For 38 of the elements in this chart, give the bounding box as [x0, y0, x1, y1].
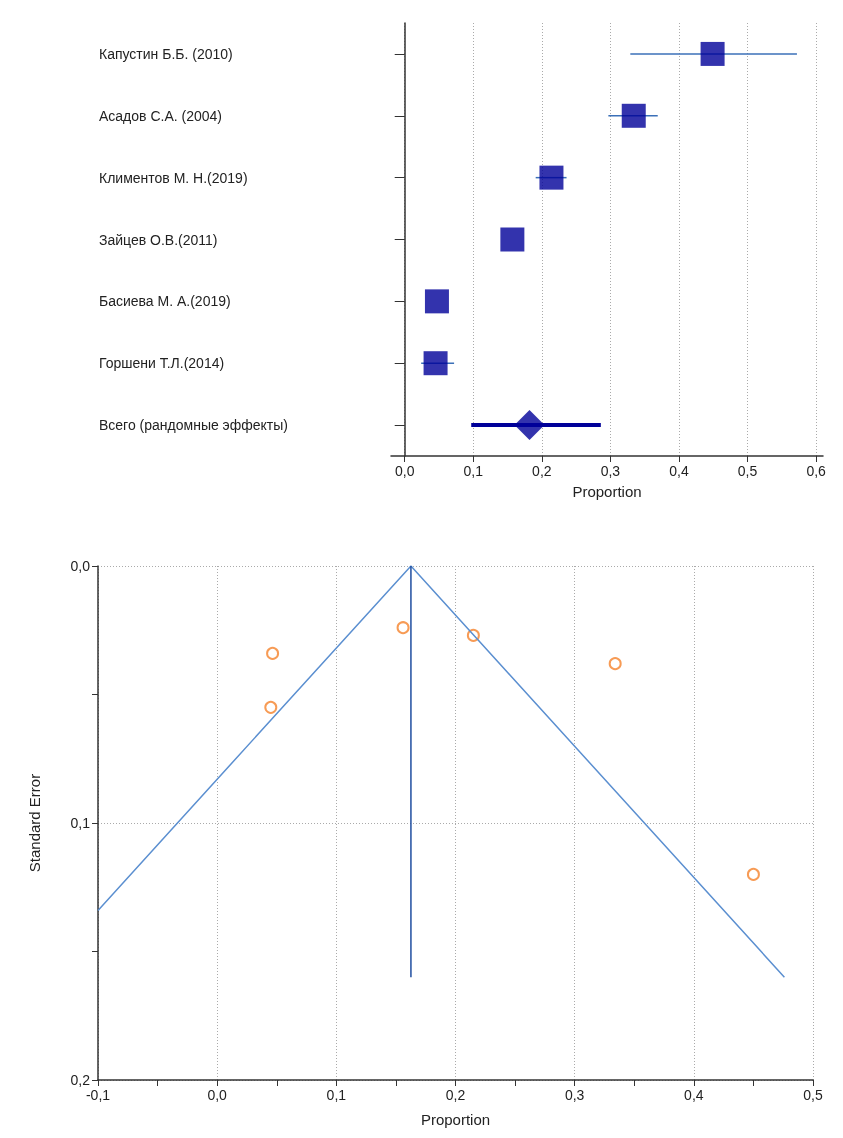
point: [500, 227, 525, 252]
point: [539, 165, 564, 190]
y-axis-title: Standard Error: [26, 773, 43, 873]
y-tick-label: Асадов С.А. (2004): [99, 107, 222, 124]
point: [423, 351, 448, 376]
point: [424, 289, 449, 314]
point: [396, 621, 410, 635]
x-tick-label: 0,3: [600, 463, 621, 479]
y-tick-label: 0,0: [70, 558, 91, 574]
point: [608, 657, 622, 671]
x-tick-label: 0,4: [669, 463, 689, 479]
y-tick-label: Горшени Т.Л.(2014): [99, 355, 225, 372]
point: [266, 646, 280, 660]
y-tick-label: 0,1: [70, 815, 91, 831]
x-tick-label: -0,1: [85, 1087, 111, 1103]
x-tick-label: 0,5: [737, 463, 758, 479]
point: [264, 700, 278, 714]
x-tick-label: 0,3: [564, 1087, 585, 1103]
point: [700, 41, 725, 66]
point: [621, 103, 646, 128]
y-tick-label: 0,2: [70, 1072, 91, 1088]
x-tick-label: 0,6: [806, 463, 827, 479]
x-tick-label: 0,4: [684, 1087, 704, 1103]
point: [746, 867, 760, 881]
x-tick-label: 0,2: [532, 463, 552, 479]
y-tick-label: Всего (рандомные эффекты): [99, 417, 288, 434]
x-axis-title: Proportion: [572, 483, 642, 500]
y-tick-label: Климентов М. Н.(2019): [99, 169, 248, 186]
point: [514, 410, 545, 441]
x-tick-label: 0,1: [463, 463, 484, 479]
x-tick-label: 0,5: [803, 1087, 823, 1103]
x-tick-label: 0,1: [326, 1087, 347, 1103]
y-tick-label: Зайцев О.В.(2011): [99, 231, 218, 248]
x-tick-label: 0,2: [445, 1087, 466, 1103]
y-tick-label: Басиева М. А.(2019): [99, 293, 231, 310]
x-tick-label: 0,0: [394, 463, 415, 479]
y-tick-label: Капустин Б.Б. (2010): [99, 45, 233, 62]
x-axis-title: Proportion: [420, 1111, 491, 1128]
